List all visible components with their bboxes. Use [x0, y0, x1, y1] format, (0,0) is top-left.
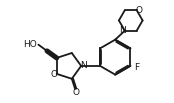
Text: O: O	[50, 70, 57, 80]
Text: F: F	[135, 63, 140, 71]
Text: O: O	[73, 88, 80, 97]
Text: N: N	[120, 26, 126, 35]
Text: N: N	[80, 61, 87, 70]
Text: O: O	[135, 6, 142, 15]
Text: HO: HO	[23, 40, 37, 49]
